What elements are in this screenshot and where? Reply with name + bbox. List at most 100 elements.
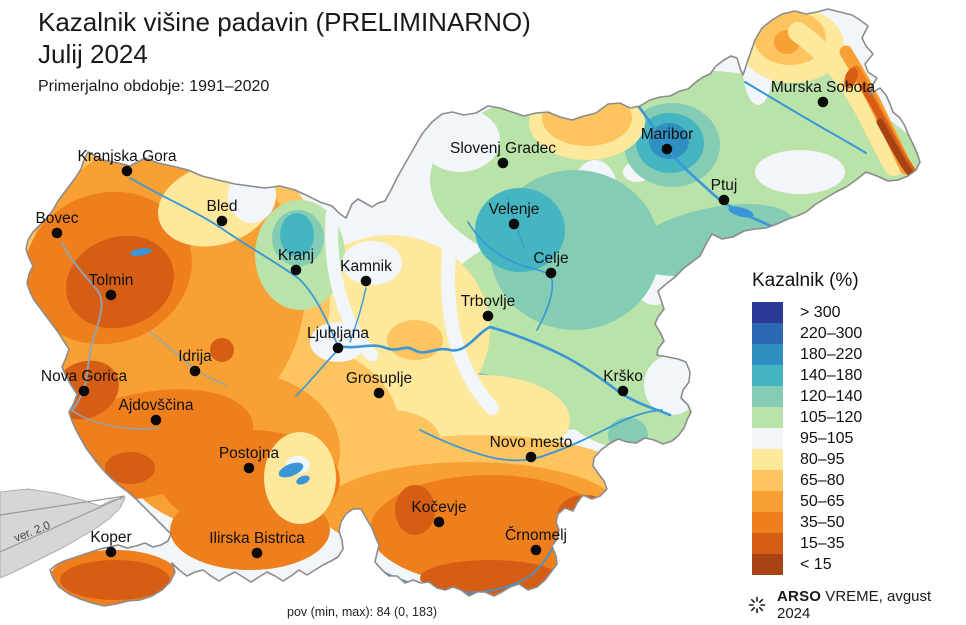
city-label: Ilirska Bistrica bbox=[209, 530, 305, 547]
city-label: Bovec bbox=[35, 210, 78, 227]
city-marker: Kranjska Gora bbox=[77, 148, 177, 177]
city-dot bbox=[105, 289, 117, 301]
legend-label: 140–180 bbox=[800, 366, 863, 384]
city-label: Postojna bbox=[219, 445, 280, 462]
legend-label: 50–65 bbox=[800, 492, 845, 510]
city-label: Kočevje bbox=[411, 499, 466, 516]
city-label: Nova Gorica bbox=[41, 368, 128, 385]
legend-rows: > 300 220–300 180–220 140–180 120–140 105–120… bbox=[752, 302, 862, 575]
city-marker: Grosuplje bbox=[346, 370, 412, 399]
city-marker: Kočevje bbox=[411, 499, 467, 528]
city-dot bbox=[51, 227, 63, 239]
city-label: Ptuj bbox=[711, 177, 738, 194]
legend: Kazalnik (%) > 300 220–300 180–220 140–180 1… bbox=[752, 270, 862, 575]
city-label: Kranjska Gora bbox=[77, 148, 176, 165]
city-marker: Idrija bbox=[178, 348, 212, 377]
italy-landmass bbox=[0, 488, 126, 579]
city-marker: Novo mesto bbox=[490, 434, 573, 463]
legend-label: 35–50 bbox=[800, 513, 845, 531]
legend-row: 220–300 bbox=[752, 323, 862, 344]
city-dot bbox=[373, 387, 385, 399]
legend-row: 65–80 bbox=[752, 470, 862, 491]
page-title-line1: Kazalnik višine padavin (PRELIMINARNO) bbox=[38, 7, 531, 37]
city-marker: Ptuj bbox=[711, 177, 738, 206]
city-label: Novo mesto bbox=[490, 434, 573, 451]
city-label: Bled bbox=[206, 198, 237, 215]
city-marker: Črnomelj bbox=[505, 527, 567, 556]
city-marker: Bovec bbox=[35, 210, 79, 239]
map-frame-lines bbox=[0, 495, 126, 553]
rivers bbox=[61, 81, 867, 594]
city-marker: Koper bbox=[90, 529, 132, 558]
city-dot bbox=[150, 414, 162, 426]
city-label: Črnomelj bbox=[505, 527, 567, 544]
city-marker: Maribor bbox=[641, 126, 694, 155]
city-marker: Trbovlje bbox=[461, 293, 516, 322]
city-dot bbox=[617, 385, 629, 397]
legend-label: 120–140 bbox=[800, 387, 863, 405]
legend-label: 80–95 bbox=[800, 450, 845, 468]
legend-swatch bbox=[752, 533, 783, 554]
city-label: Koper bbox=[90, 529, 131, 546]
arso-logo-icon bbox=[748, 596, 766, 614]
legend-label: 220–300 bbox=[800, 324, 863, 342]
city-marker: Bled bbox=[206, 198, 238, 227]
map-titles: Kazalnik višine padavin (PRELIMINARNO) J… bbox=[38, 6, 531, 96]
city-dot bbox=[290, 264, 302, 276]
legend-title: Kazalnik (%) bbox=[752, 270, 859, 291]
stats-note: pov (min, max): 84 (0, 183) bbox=[287, 605, 438, 619]
legend-row: 180–220 bbox=[752, 344, 862, 365]
legend-swatch bbox=[752, 491, 783, 512]
comparison-period-subtitle: Primerjalno obdobje: 1991–2020 bbox=[38, 78, 270, 95]
legend-swatch bbox=[752, 554, 783, 575]
city-label: Celje bbox=[533, 250, 568, 267]
legend-swatch bbox=[752, 449, 783, 470]
legend-label: < 15 bbox=[800, 555, 832, 573]
city-dot bbox=[718, 194, 730, 206]
legend-row: 80–95 bbox=[752, 449, 862, 470]
city-dot bbox=[525, 451, 537, 463]
credit-line: ARSO VREME, avgust 2024 bbox=[748, 588, 966, 622]
legend-row: 120–140 bbox=[752, 386, 862, 407]
city-label: Kranj bbox=[278, 247, 314, 264]
city-marker: Ajdovščina bbox=[119, 397, 194, 426]
legend-swatch bbox=[752, 323, 783, 344]
legend-row: 35–50 bbox=[752, 512, 862, 533]
city-label: Velenje bbox=[489, 201, 540, 218]
city-label: Grosuplje bbox=[346, 370, 412, 387]
legend-row: > 300 bbox=[752, 302, 862, 323]
legend-row: 95–105 bbox=[752, 428, 862, 449]
city-dot bbox=[482, 310, 494, 322]
city-label: Trbovlje bbox=[461, 293, 516, 310]
legend-swatch bbox=[752, 302, 783, 323]
city-marker: Celje bbox=[533, 250, 569, 279]
city-label: Maribor bbox=[641, 126, 694, 143]
legend-swatch bbox=[752, 365, 783, 386]
legend-row: 105–120 bbox=[752, 407, 862, 428]
legend-swatch bbox=[752, 407, 783, 428]
city-marker: Tolmin bbox=[89, 272, 134, 301]
city-dot bbox=[360, 275, 372, 287]
legend-label: 65–80 bbox=[800, 471, 845, 489]
credit-rest: VREME, avgust 2024 bbox=[777, 588, 932, 622]
legend-row: 50–65 bbox=[752, 491, 862, 512]
legend-label: > 300 bbox=[800, 303, 841, 321]
city-label: Tolmin bbox=[89, 272, 134, 289]
city-dot bbox=[121, 165, 133, 177]
city-dot bbox=[497, 157, 509, 169]
city-label: Idrija bbox=[178, 348, 212, 365]
city-marker: Postojna bbox=[219, 445, 280, 474]
city-dot bbox=[817, 96, 829, 108]
city-dot bbox=[105, 546, 117, 558]
lakes bbox=[130, 206, 754, 485]
city-label: Krško bbox=[603, 368, 643, 385]
city-dot bbox=[216, 215, 228, 227]
legend-label: 180–220 bbox=[800, 345, 863, 363]
legend-swatch bbox=[752, 470, 783, 491]
city-marker: Kranj bbox=[278, 247, 314, 276]
city-marker: Murska Sobota bbox=[771, 79, 876, 108]
city-dot bbox=[661, 143, 673, 155]
city-dot bbox=[545, 267, 557, 279]
city-dot bbox=[530, 544, 542, 556]
slovenia-border bbox=[25, 8, 921, 607]
